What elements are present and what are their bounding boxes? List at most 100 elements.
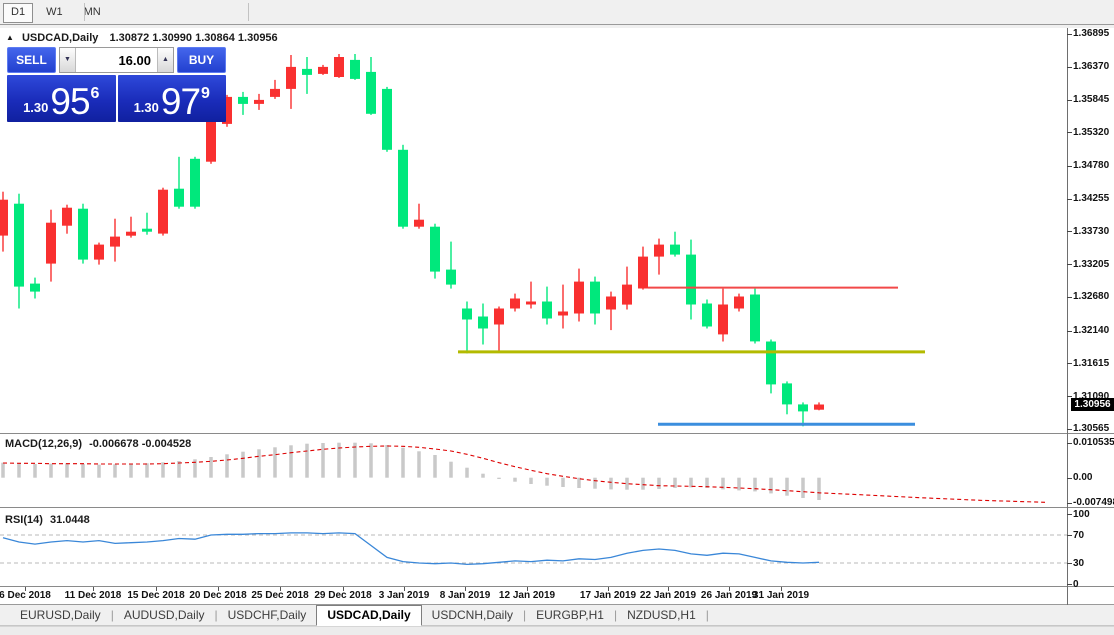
macd-histogram-bar (817, 477, 821, 500)
candle-body (286, 66, 296, 89)
rsi-axis-tick (1067, 584, 1072, 585)
candle-body (126, 231, 136, 236)
pane-separator[interactable] (0, 507, 1114, 510)
macd-axis-tick (1067, 443, 1072, 444)
ohlc-values: 1.30872 1.30990 1.30864 1.30956 (109, 32, 278, 44)
candle-body (558, 311, 568, 316)
symbol-tab-eurgbp[interactable]: EURGBP,H1 (536, 608, 604, 622)
macd-tick-label: 0.010535 (1073, 437, 1114, 448)
price-tick-label: 1.35845 (1073, 94, 1110, 105)
symbol-tab-usdchf[interactable]: USDCHF,Daily (227, 608, 307, 622)
date-axis-tick (156, 587, 157, 591)
price-axis-tick (1067, 331, 1072, 332)
symbol-tab-nzdusd[interactable]: NZDUSD,H1 (627, 608, 696, 622)
price-chart-pane[interactable] (0, 30, 1067, 433)
date-axis-tick (668, 587, 669, 591)
macd-histogram-bar (513, 477, 517, 482)
macd-histogram-bar (353, 442, 357, 478)
buy-price-display[interactable]: 1.30 97 9 (117, 75, 226, 122)
symbol-tab-usdcad[interactable]: USDCAD,Daily (316, 605, 422, 626)
symbol-title: USDCAD,Daily (21, 32, 99, 44)
macd-histogram-bar (609, 477, 613, 490)
candle-body (766, 341, 776, 385)
macd-histogram-bar (65, 463, 69, 478)
buy-button[interactable]: BUY (177, 47, 226, 73)
date-label: 6 Dec 2018 (0, 590, 51, 601)
candle-body (574, 281, 584, 314)
macd-signal-line (2, 445, 1046, 503)
candle-body (782, 383, 792, 405)
volume-decrease-button[interactable]: ▼ (60, 48, 76, 72)
macd-indicator-pane[interactable] (0, 436, 1067, 507)
price-axis-tick (1067, 429, 1072, 430)
price-tick-label: 1.36895 (1073, 28, 1110, 39)
chart-window: ▲ USDCAD,Daily 1.30872 1.30990 1.30864 1… (0, 28, 1114, 605)
date-label: 11 Dec 2018 (64, 590, 122, 601)
timeframe-button-mn[interactable]: MN (76, 3, 109, 23)
candle-body (158, 189, 168, 234)
date-axis-tick (465, 587, 466, 591)
macd-histogram-bar (497, 477, 501, 479)
macd-values: -0.006678 -0.004528 (89, 438, 192, 450)
price-axis-tick (1067, 264, 1072, 265)
pane-separator[interactable] (0, 433, 1114, 436)
date-label: 31 Jan 2019 (752, 590, 810, 601)
date-axis-tick (781, 587, 782, 591)
candle-body (222, 96, 232, 124)
macd-label: MACD(12,26,9) -0.006678 -0.004528 (5, 438, 192, 450)
date-label: 26 Jan 2019 (700, 590, 758, 601)
price-axis-tick (1067, 34, 1072, 35)
price-axis-tick (1067, 67, 1072, 68)
price-tick-label: 1.32140 (1073, 325, 1110, 336)
macd-histogram-bar (161, 462, 165, 478)
macd-tick-label: -0.007498 (1073, 497, 1114, 508)
macd-histogram-bar (801, 477, 805, 498)
candle-body (414, 219, 424, 227)
price-tick-label: 1.34780 (1073, 160, 1110, 171)
collapse-icon[interactable]: ▲ (6, 33, 14, 42)
macd-histogram-bar (689, 477, 693, 488)
date-label: 20 Dec 2018 (189, 590, 247, 601)
volume-increase-button[interactable]: ▲ (157, 48, 173, 72)
candle-body (94, 244, 104, 260)
macd-histogram-bar (449, 461, 453, 478)
symbol-tab-usdcnh[interactable]: USDCNH,Daily (431, 608, 514, 622)
buy-price-big: 97 (160, 81, 201, 122)
price-axis-tick (1067, 396, 1072, 397)
volume-input[interactable] (76, 48, 157, 72)
candle-body (734, 296, 744, 309)
macd-histogram-bar (417, 451, 421, 478)
date-axis-tick (404, 587, 405, 591)
symbol-tab-audusd[interactable]: AUDUSD,Daily (123, 608, 205, 622)
macd-histogram-bar (225, 454, 229, 478)
date-label: 29 Dec 2018 (314, 590, 372, 601)
timeframe-button-d1[interactable]: D1 (3, 3, 34, 23)
candle-body (798, 404, 808, 412)
price-tick-label: 1.31090 (1073, 391, 1110, 402)
macd-histogram-bar (769, 477, 773, 494)
price-tick-label: 1.33730 (1073, 226, 1110, 237)
price-axis-tick (1067, 199, 1072, 200)
one-click-trading-panel: SELL ▼ ▲ BUY 1.30 95 6 1.30 97 9 (7, 47, 226, 122)
macd-histogram-bar (561, 477, 565, 487)
sell-button[interactable]: SELL (7, 47, 56, 73)
sell-price-prefix: 1.30 (23, 100, 49, 115)
sell-price-display[interactable]: 1.30 95 6 (7, 75, 116, 122)
symbol-tab-eurusd[interactable]: EURUSD,Daily (20, 608, 101, 622)
candle-body (302, 68, 312, 75)
rsi-indicator-pane[interactable] (0, 511, 1067, 586)
tab-separator: | (110, 608, 114, 622)
date-axis-tick (93, 587, 94, 591)
macd-histogram-bar (657, 477, 661, 489)
candle-body (702, 303, 712, 327)
macd-axis-tick (1067, 478, 1072, 479)
candle-body (494, 308, 504, 325)
macd-histogram-bar (33, 464, 37, 478)
candle-body (206, 121, 216, 162)
candle-body (638, 256, 648, 289)
date-label: 17 Jan 2019 (579, 590, 637, 601)
toolbar-separator (84, 3, 85, 21)
macd-histogram-bar (49, 463, 53, 478)
timeframe-button-w1[interactable]: W1 (38, 3, 71, 23)
price-tick-label: 1.30565 (1073, 423, 1110, 434)
